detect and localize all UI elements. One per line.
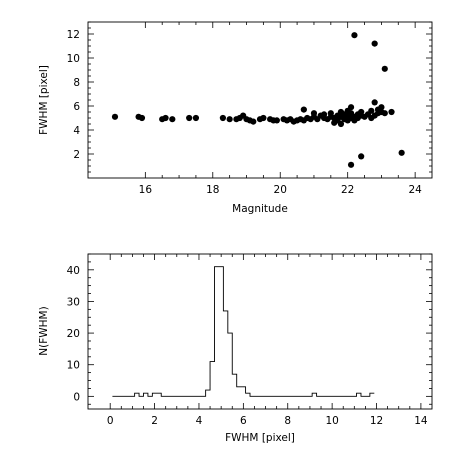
scatter-y-tick-label: 8 (73, 77, 80, 89)
scatter-x-axis-title: Magnitude (232, 203, 288, 215)
histogram-plot: 0 2 4 6 8 10 12 14 0 10 20 30 40 FWHM [pixel] N(FWHM… (38, 253, 433, 444)
scatter-point (368, 107, 375, 114)
scatter-point (381, 65, 388, 72)
scatter-point (300, 106, 307, 113)
scatter-y-tick-label: 4 (73, 125, 80, 137)
scatter-point (219, 114, 227, 122)
scatter-point (162, 114, 169, 122)
scatter-point (337, 120, 345, 128)
scatter-point (398, 149, 405, 156)
scatter-point (260, 114, 267, 122)
scatter-y-tick-label: 12 (67, 29, 80, 41)
scatter-point (347, 161, 355, 168)
scatter-x-tick-label: 20 (274, 184, 287, 196)
histogram-x-tick-label: 10 (325, 415, 338, 427)
histogram-y-tick-label: 40 (67, 265, 80, 277)
scatter-point (273, 117, 280, 124)
scatter-y-axis-title: FWHM [pixel] (38, 65, 50, 135)
scatter-y-tick-label: 6 (73, 101, 80, 113)
scatter-point (371, 40, 378, 47)
scatter-point (351, 32, 358, 39)
scatter-point (378, 104, 385, 111)
scatter-y-tick-label: 2 (73, 149, 80, 161)
scatter-point (388, 108, 395, 116)
histogram-plot-frame (87, 253, 433, 410)
histogram-y-tick-label: 20 (67, 328, 80, 340)
scatter-point (111, 113, 119, 120)
scatter-y-tick-label: 10 (67, 53, 80, 65)
histogram-y-axis-title: N(FWHM) (38, 306, 50, 355)
scatter-point (138, 114, 146, 122)
histogram-x-tick-label: 6 (240, 415, 247, 427)
histogram-y-tick-label: 30 (67, 296, 80, 308)
scatter-x-tick-label: 18 (206, 184, 219, 196)
histogram-x-axis-title: FWHM [pixel] (225, 432, 295, 444)
scatter-point (381, 110, 388, 117)
histogram-y-tick-label: 0 (73, 391, 80, 403)
scatter-point (347, 104, 355, 111)
scatter-point (186, 114, 193, 122)
histogram-x-tick-label: 14 (414, 415, 428, 427)
scatter-point (250, 118, 257, 125)
scatter-point (371, 99, 378, 106)
scatter-x-tick-label: 22 (341, 184, 354, 196)
histogram-x-tick-label: 2 (151, 415, 158, 427)
histogram-step-line (112, 266, 375, 397)
histogram-x-tick-label: 8 (284, 415, 291, 427)
scatter-point (327, 110, 334, 117)
scatter-plot-frame (87, 21, 433, 179)
histogram-x-tick-label: 4 (196, 415, 203, 427)
scatter-point (358, 108, 365, 116)
scatter-point (320, 111, 328, 118)
histogram-x-tick-label: 12 (370, 415, 383, 427)
scatter-point (358, 153, 365, 160)
histogram-x-tick-label: 0 (107, 415, 114, 427)
histogram-ticks: 0 2 4 6 8 10 12 14 0 10 20 30 40 (67, 253, 432, 427)
scatter-point (310, 110, 318, 117)
scatter-x-tick-label: 24 (408, 184, 422, 196)
scatter-point (169, 116, 176, 123)
scatter-point (226, 116, 233, 123)
scatter-points (111, 32, 405, 168)
scatter-point (192, 114, 200, 122)
histogram-y-tick-label: 10 (67, 360, 80, 372)
scatter-x-tick-label: 16 (139, 184, 153, 196)
